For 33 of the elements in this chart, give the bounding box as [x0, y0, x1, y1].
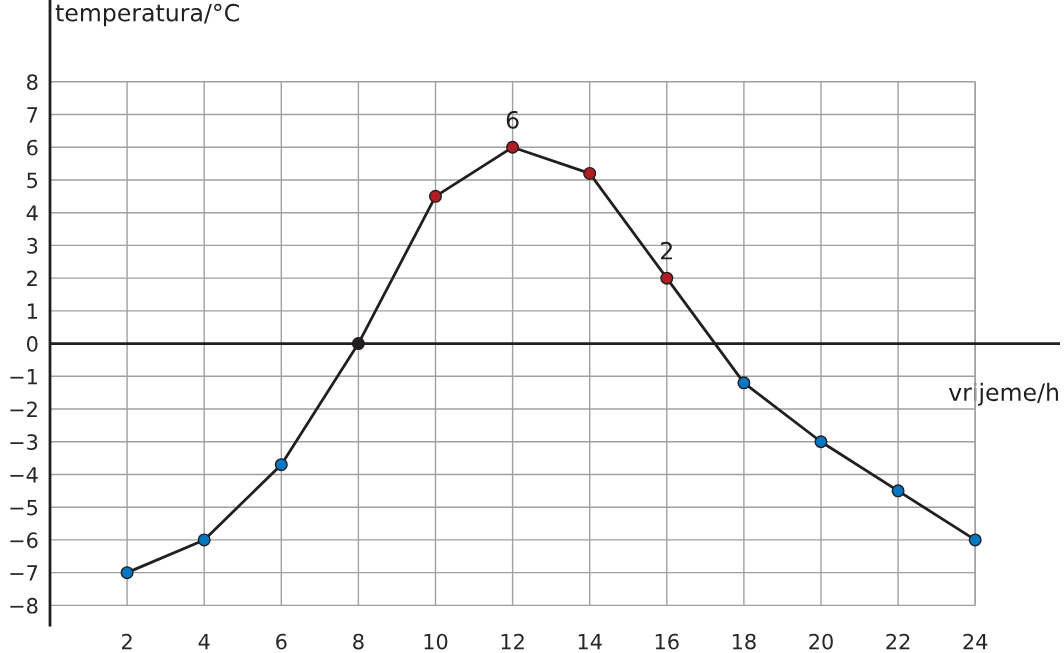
y-tick-label: 5 — [27, 172, 38, 189]
x-tick-label: 2 — [122, 633, 132, 650]
y-axis-title: temperatura/°C — [55, 3, 239, 27]
x-tick-label: 22 — [886, 633, 910, 650]
y-tick-label: −6 — [10, 532, 38, 549]
y-tick-label: −3 — [10, 434, 38, 450]
x-tick-label: 14 — [578, 633, 602, 650]
x-tick-label: 10 — [424, 633, 448, 650]
y-tick-label: −8 — [10, 597, 38, 614]
y-tick-label: 2 — [27, 270, 37, 287]
y-tick-label: 1 — [27, 303, 37, 319]
y-tick-label: −5 — [10, 499, 38, 516]
y-tick-label: 8 — [27, 74, 38, 91]
y-tick-label: −7 — [10, 565, 38, 581]
x-tick-label: 24 — [963, 633, 988, 650]
y-tick-label: −4 — [10, 467, 38, 483]
y-tick-label: 7 — [27, 107, 38, 123]
x-tick-label: 8 — [353, 633, 364, 650]
x-axis-title: vrijeme/h — [948, 382, 1058, 406]
y-tick-label: 6 — [27, 139, 38, 156]
x-tick-label: 6 — [276, 633, 287, 650]
x-tick-label: 20 — [809, 633, 833, 650]
y-tick-label: 0 — [27, 336, 38, 352]
y-tick-label: −1 — [10, 369, 37, 385]
x-tick-label: 12 — [501, 633, 524, 650]
x-tick-label: 4 — [198, 633, 210, 650]
y-tick-label: −2 — [10, 401, 37, 417]
y-tick-label: 4 — [26, 205, 38, 221]
x-tick-label: 16 — [655, 633, 679, 650]
x-tick-label: 18 — [732, 633, 756, 650]
annotation: 6 — [506, 110, 519, 129]
y-tick-label: 3 — [27, 237, 38, 254]
annotation: 2 — [661, 241, 672, 260]
